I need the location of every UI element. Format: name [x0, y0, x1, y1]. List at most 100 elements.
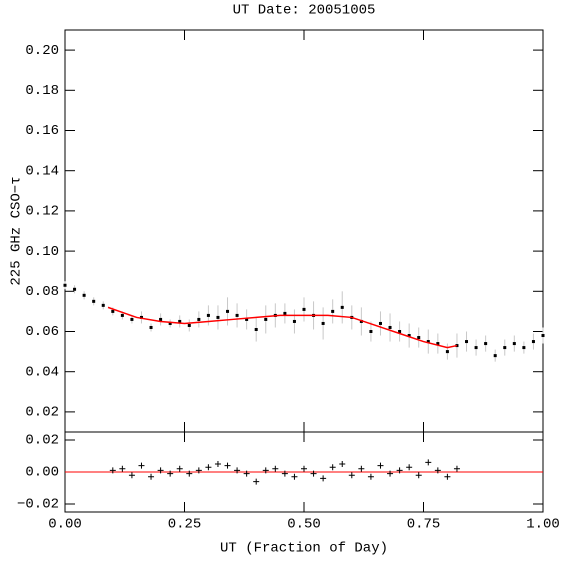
data-point — [465, 340, 469, 344]
y-tick-label: 0.04 — [25, 364, 59, 380]
y-tick-label: 0.00 — [25, 465, 59, 481]
data-point — [541, 334, 545, 338]
data-point — [159, 317, 163, 321]
residual-point — [396, 467, 403, 474]
residual-point — [339, 461, 346, 467]
residual-point — [358, 465, 365, 472]
data-point — [407, 334, 411, 338]
y-tick-label: 0.20 — [25, 43, 59, 59]
residual-point — [262, 467, 269, 474]
residual-point — [176, 465, 183, 472]
residual-point — [128, 472, 135, 479]
fit-line — [107, 306, 458, 349]
x-tick-label: 1.00 — [526, 517, 560, 533]
residual-point — [348, 472, 355, 479]
residual-point — [291, 473, 298, 480]
residual-point — [329, 464, 336, 471]
residual-point — [195, 467, 202, 474]
residual-point — [243, 470, 250, 477]
residual-point — [214, 461, 221, 467]
chart-title: UT Date: 20051005 — [233, 3, 376, 19]
residual-point — [320, 475, 327, 482]
data-point — [226, 309, 230, 313]
data-point — [216, 315, 220, 319]
data-point — [92, 299, 96, 303]
residual-point — [310, 470, 317, 477]
data-point — [503, 346, 507, 350]
y-axis-label: 225 GHz CSO−τ — [9, 176, 25, 285]
y-tick-label: 0.10 — [25, 244, 59, 260]
data-point — [254, 327, 258, 331]
plot-frame — [64, 29, 544, 433]
data-point — [474, 346, 478, 350]
y-tick-label: 0.16 — [25, 123, 59, 139]
data-point — [331, 309, 335, 313]
data-point — [445, 350, 449, 354]
data-point — [130, 317, 134, 321]
residual-point — [186, 470, 193, 477]
residual-point — [387, 470, 394, 477]
residual-point — [157, 467, 164, 474]
residual-point — [406, 464, 413, 471]
y-tick-label: 0.02 — [25, 433, 59, 449]
data-point — [484, 342, 488, 346]
data-point — [426, 340, 430, 344]
data-point — [101, 303, 105, 307]
residual-point — [367, 473, 374, 480]
data-point — [73, 287, 77, 291]
y-tick-label: −0.02 — [17, 497, 59, 513]
data-point — [531, 340, 535, 344]
residual-point — [205, 464, 212, 471]
data-point — [168, 321, 172, 325]
data-point — [264, 317, 268, 321]
data-point — [187, 323, 191, 327]
residual-point — [119, 465, 126, 472]
residual-point — [224, 462, 231, 469]
residual-point — [272, 465, 279, 472]
data-point — [512, 342, 516, 346]
residual-point — [453, 465, 460, 472]
data-point — [398, 330, 402, 333]
data-point — [493, 354, 497, 358]
data-point — [283, 311, 287, 315]
data-point — [292, 319, 296, 323]
x-tick-label: 0.25 — [168, 517, 202, 533]
residual-point — [301, 465, 307, 472]
residual-point — [434, 467, 441, 474]
data-point — [388, 325, 392, 329]
residual-point — [109, 467, 116, 474]
data-point — [139, 315, 143, 319]
residual-point — [253, 478, 260, 485]
y-tick-label: 0.02 — [25, 405, 59, 421]
residual-point — [167, 470, 174, 477]
residual-point — [425, 459, 432, 466]
y-tick-label: 0.08 — [25, 284, 59, 300]
y-tick-label: 0.12 — [25, 204, 59, 220]
data-point — [369, 330, 373, 333]
data-point — [149, 325, 153, 329]
residual-point — [415, 472, 422, 479]
data-point — [178, 319, 182, 323]
y-tick-label: 0.06 — [25, 324, 59, 340]
x-axis-label: UT (Fraction of Day) — [220, 541, 388, 557]
x-tick-label: 0.75 — [407, 517, 441, 533]
data-point — [206, 313, 210, 317]
data-point — [436, 342, 440, 346]
data-point — [235, 313, 239, 317]
data-point — [63, 283, 67, 287]
data-point — [82, 293, 86, 297]
y-tick-label: 0.18 — [25, 83, 59, 99]
residual-point — [444, 473, 451, 480]
data-point — [302, 307, 306, 311]
residual-point — [234, 467, 241, 474]
x-tick-label: 0.00 — [48, 517, 82, 533]
data-point — [359, 319, 363, 323]
x-tick-label: 0.50 — [287, 517, 321, 533]
residual-point — [281, 470, 288, 477]
data-point — [378, 321, 382, 325]
residual-point — [377, 462, 384, 469]
data-point — [522, 346, 526, 350]
data-point — [245, 317, 249, 321]
data-point — [321, 321, 325, 325]
